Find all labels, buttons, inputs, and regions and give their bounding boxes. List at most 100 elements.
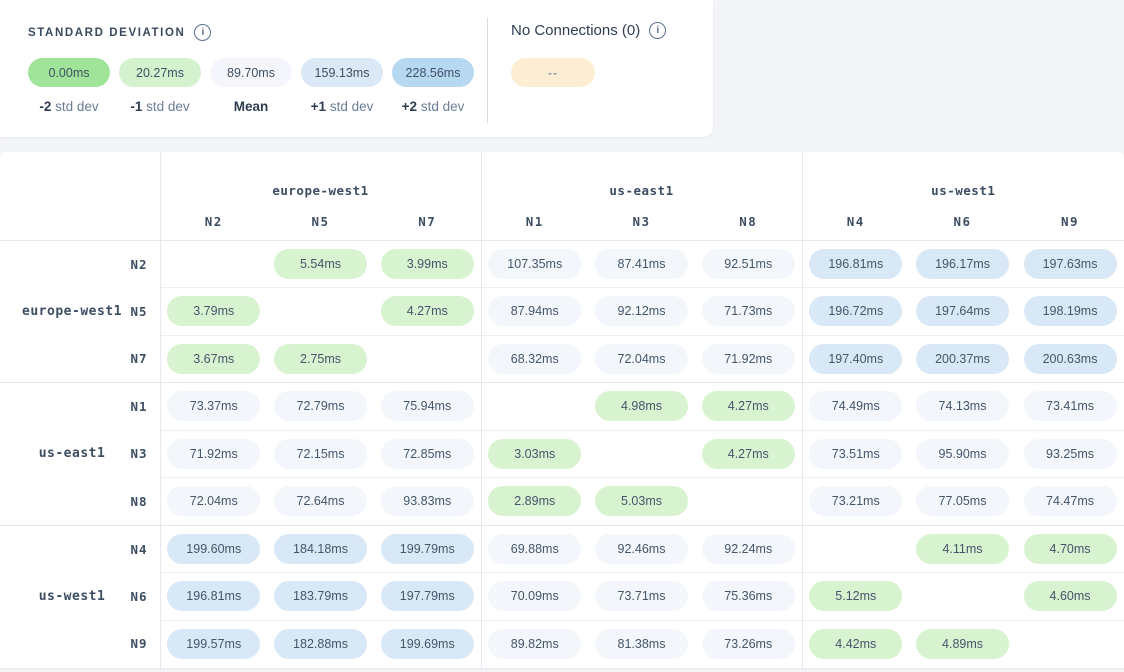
latency-cell: 93.25ms: [1016, 429, 1124, 478]
column-node-header: N2: [159, 204, 267, 240]
latency-pill[interactable]: 72.79ms: [274, 391, 367, 422]
latency-pill[interactable]: 196.81ms: [167, 581, 261, 612]
latency-pill[interactable]: 199.79ms: [380, 533, 474, 564]
latency-pill[interactable]: 5.54ms: [274, 248, 367, 279]
latency-pill[interactable]: 72.15ms: [274, 438, 367, 469]
latency-pill[interactable]: 72.85ms: [380, 438, 474, 469]
latency-pill[interactable]: 72.04ms: [595, 343, 688, 374]
latency-cell: 73.51ms: [801, 429, 910, 478]
latency-pill[interactable]: 73.71ms: [595, 581, 688, 612]
latency-pill[interactable]: 4.89ms: [916, 629, 1010, 659]
latency-cell: 4.89ms: [909, 619, 1017, 668]
column-node-header: N1: [480, 204, 588, 240]
latency-pill[interactable]: 72.64ms: [274, 486, 367, 517]
latency-pill[interactable]: 183.79ms: [274, 581, 367, 612]
latency-pill[interactable]: 196.72ms: [809, 296, 903, 327]
latency-pill[interactable]: 92.51ms: [701, 248, 795, 279]
latency-pill[interactable]: 3.03ms: [488, 438, 582, 469]
latency-pill[interactable]: 4.27ms: [701, 438, 795, 469]
latency-pill[interactable]: 92.24ms: [701, 533, 795, 564]
latency-pill[interactable]: 74.13ms: [916, 391, 1010, 422]
latency-pill[interactable]: 2.89ms: [488, 486, 582, 517]
latency-pill[interactable]: 5.03ms: [595, 486, 688, 517]
latency-pill[interactable]: 87.94ms: [488, 296, 582, 327]
latency-pill[interactable]: 73.51ms: [809, 438, 903, 469]
latency-pill[interactable]: 74.47ms: [1023, 486, 1117, 517]
latency-pill[interactable]: 199.57ms: [167, 629, 261, 659]
latency-pill[interactable]: 4.42ms: [809, 629, 903, 659]
latency-pill[interactable]: 95.90ms: [916, 438, 1010, 469]
latency-pill[interactable]: 4.60ms: [1023, 581, 1117, 612]
latency-pill[interactable]: 75.36ms: [701, 581, 795, 612]
latency-pill[interactable]: 4.27ms: [701, 391, 795, 422]
latency-pill[interactable]: 72.04ms: [167, 486, 261, 517]
row-region-header: us-west1: [0, 524, 130, 668]
latency-pill[interactable]: 71.73ms: [701, 296, 795, 327]
latency-pill[interactable]: 2.75ms: [274, 343, 367, 374]
latency-pill[interactable]: 68.32ms: [488, 343, 582, 374]
latency-pill[interactable]: 184.18ms: [274, 533, 367, 564]
latency-pill[interactable]: 77.05ms: [916, 486, 1010, 517]
latency-pill[interactable]: 3.79ms: [167, 296, 261, 327]
latency-pill[interactable]: 73.37ms: [167, 391, 261, 422]
latency-pill[interactable]: 73.26ms: [701, 629, 795, 659]
latency-cell: 197.40ms: [801, 334, 910, 383]
latency-pill[interactable]: 73.21ms: [809, 486, 903, 517]
latency-pill[interactable]: 71.92ms: [701, 343, 795, 374]
latency-pill[interactable]: 69.88ms: [488, 533, 582, 564]
latency-pill[interactable]: 3.67ms: [167, 343, 261, 374]
latency-pill[interactable]: 93.25ms: [1023, 438, 1117, 469]
info-icon[interactable]: i: [649, 22, 667, 39]
latency-cell: 4.11ms: [909, 524, 1017, 573]
column-node-header: N4: [801, 204, 910, 240]
latency-pill[interactable]: 71.92ms: [167, 438, 261, 469]
latency-pill[interactable]: 197.79ms: [380, 581, 474, 612]
latency-pill[interactable]: 196.81ms: [809, 248, 903, 279]
latency-pill[interactable]: 93.83ms: [380, 486, 474, 517]
latency-pill[interactable]: 74.49ms: [809, 391, 903, 422]
latency-cell: [374, 334, 481, 383]
latency-cell: 74.13ms: [909, 382, 1017, 430]
latency-cell: 92.12ms: [588, 287, 695, 335]
latency-pill[interactable]: 197.63ms: [1023, 248, 1117, 279]
matrix-corner: [0, 152, 160, 240]
latency-cell: [695, 477, 803, 525]
column-region-header: us-east1: [480, 152, 803, 204]
latency-pill[interactable]: 182.88ms: [274, 629, 367, 659]
latency-pill[interactable]: 200.37ms: [916, 343, 1010, 374]
latency-pill[interactable]: 87.41ms: [595, 248, 688, 279]
column-node-header: N9: [1061, 214, 1080, 230]
info-icon[interactable]: i: [194, 24, 212, 41]
latency-pill[interactable]: 70.09ms: [488, 581, 582, 612]
latency-cell: 199.69ms: [374, 619, 481, 668]
std-dev-label-bold: +1: [310, 99, 327, 114]
latency-pill[interactable]: 197.64ms: [916, 296, 1010, 327]
latency-cell: 73.26ms: [695, 619, 803, 668]
latency-pill[interactable]: 199.60ms: [167, 533, 261, 564]
latency-cell: 77.05ms: [909, 477, 1017, 525]
latency-pill[interactable]: 3.99ms: [380, 248, 474, 279]
latency-pill[interactable]: 200.63ms: [1023, 343, 1117, 374]
latency-pill[interactable]: 81.38ms: [595, 629, 688, 659]
std-dev-title: STANDARD DEVIATION: [28, 26, 186, 39]
latency-pill[interactable]: 4.27ms: [380, 296, 474, 327]
latency-pill[interactable]: 89.82ms: [488, 629, 582, 659]
latency-pill[interactable]: 107.35ms: [488, 248, 582, 279]
latency-pill[interactable]: 4.70ms: [1023, 533, 1117, 564]
latency-cell: [267, 287, 374, 335]
latency-pill[interactable]: 75.94ms: [380, 391, 474, 422]
latency-pill[interactable]: 198.19ms: [1023, 296, 1117, 327]
latency-pill[interactable]: 92.46ms: [595, 533, 688, 564]
latency-cell: 199.57ms: [159, 619, 267, 668]
legend-divider: [487, 18, 488, 123]
latency-pill[interactable]: 197.40ms: [809, 343, 903, 374]
latency-pill[interactable]: 196.17ms: [916, 248, 1010, 279]
latency-pill[interactable]: 4.11ms: [916, 533, 1010, 564]
latency-pill[interactable]: 5.12ms: [809, 581, 903, 612]
latency-pill[interactable]: 92.12ms: [595, 296, 688, 327]
latency-cell: 92.46ms: [588, 524, 695, 573]
latency-pill[interactable]: 73.41ms: [1023, 391, 1117, 422]
latency-cell: 197.79ms: [374, 572, 481, 620]
latency-pill[interactable]: 4.98ms: [595, 391, 688, 422]
latency-pill[interactable]: 199.69ms: [380, 629, 474, 659]
